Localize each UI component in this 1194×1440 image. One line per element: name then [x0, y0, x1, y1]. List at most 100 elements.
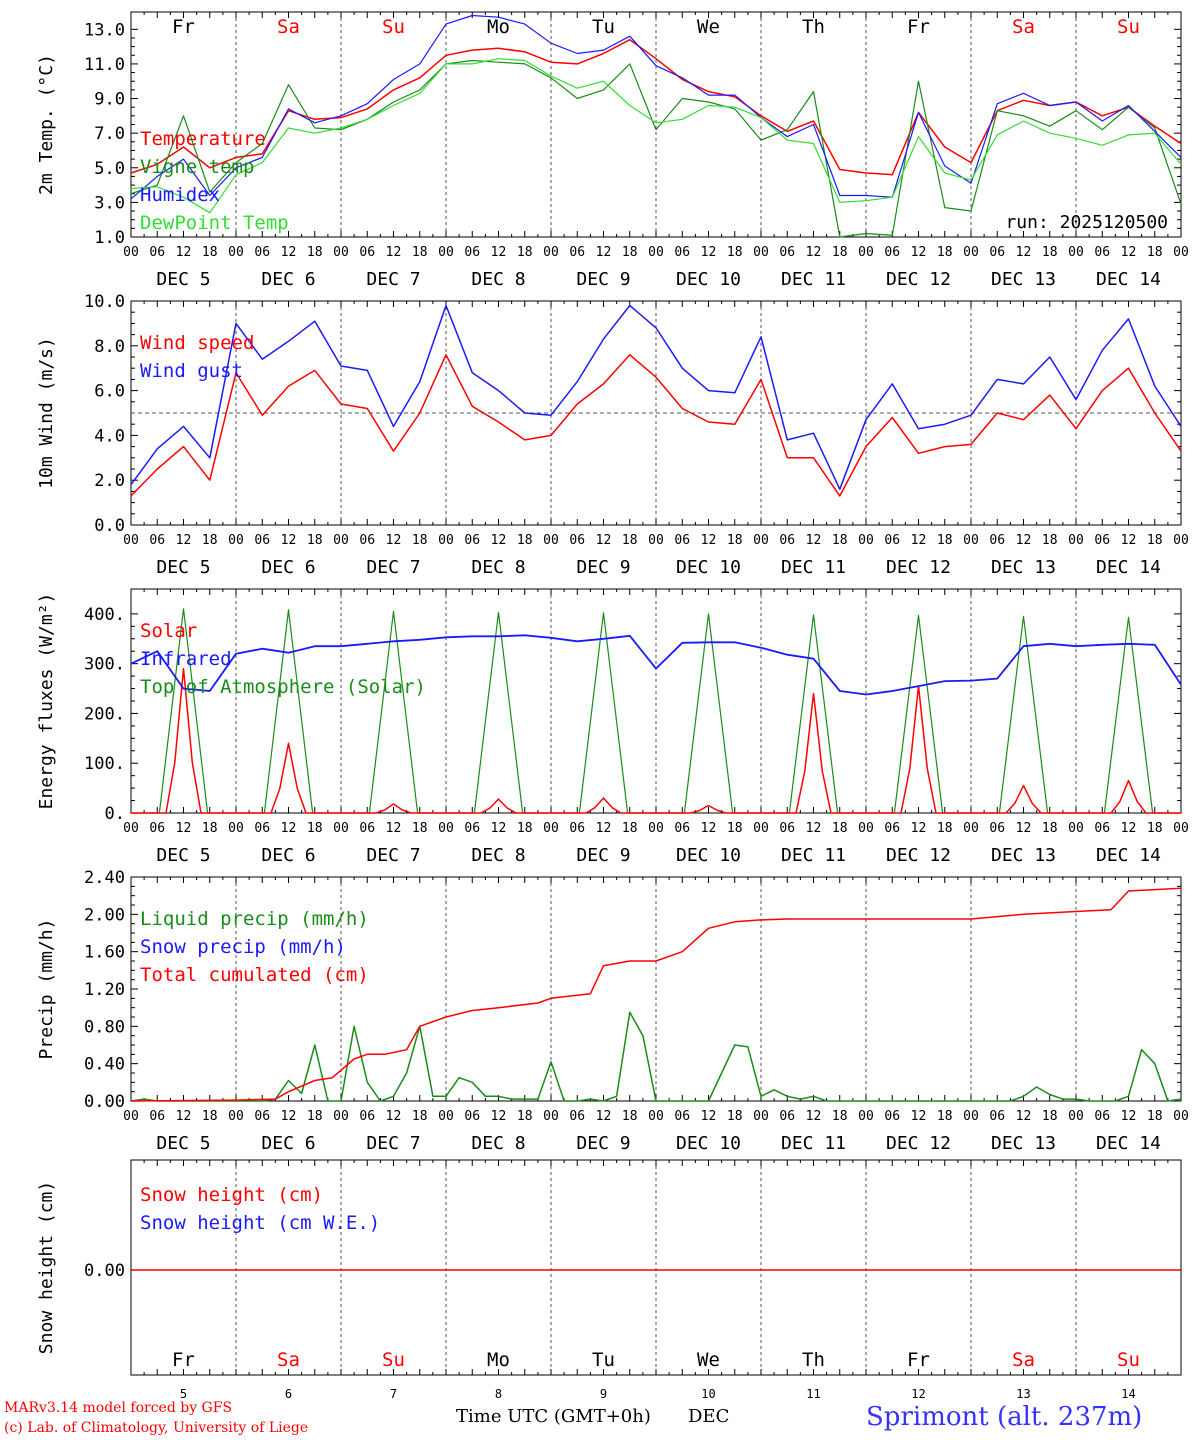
y-tick-label: 10.0: [84, 292, 125, 312]
hour-tick-label: 00: [1173, 245, 1189, 260]
hour-tick-label: 06: [674, 821, 690, 836]
hour-tick-label: 06: [1094, 245, 1110, 260]
date-label: DEC 11: [781, 269, 846, 290]
hour-tick-label: 18: [412, 533, 428, 548]
hour-tick-label: 06: [884, 533, 900, 548]
hour-tick-label: 18: [832, 533, 848, 548]
panel-snow: 0.00 Snow height (cm) Snow height (cm) Snow…: [36, 1159, 1182, 1401]
legend-infrared: Infrared: [140, 648, 232, 670]
hour-tick-label: 18: [202, 821, 218, 836]
hour-tick-label: 06: [464, 821, 480, 836]
hour-tick-label: 00: [438, 245, 454, 260]
hour-tick-label: 00: [963, 245, 979, 260]
hour-tick-label: 12: [176, 821, 192, 836]
hour-tick-label: 00: [858, 245, 874, 260]
day-number: 13: [1016, 1387, 1030, 1401]
date-label: DEC 11: [781, 1133, 846, 1154]
series-toa-solar-day: [1076, 616, 1181, 814]
hour-tick-label: 12: [1121, 1109, 1137, 1124]
hour-tick-label: 06: [149, 1109, 165, 1124]
hour-tick-label: 12: [911, 533, 927, 548]
date-label: DEC 10: [676, 845, 741, 866]
y-tick-label: 9.0: [94, 90, 125, 110]
y-tick-label: 0.80: [84, 1017, 125, 1037]
day-name: Su: [382, 16, 405, 38]
hour-tick-label: 18: [202, 1109, 218, 1124]
date-label: DEC 6: [261, 557, 315, 578]
day-name-bottom: Su: [382, 1349, 405, 1371]
hour-tick-label: 18: [412, 821, 428, 836]
date-label: DEC 14: [1096, 269, 1161, 290]
hour-tick-label: 18: [832, 1109, 848, 1124]
y-tick-label: 100.: [84, 754, 125, 774]
legend-wind-speed: Wind speed: [140, 332, 254, 354]
hour-tick-label: 06: [674, 533, 690, 548]
hour-tick-label: 18: [832, 821, 848, 836]
y-tick-label: 0.00: [84, 1092, 125, 1112]
y-tick-label: 11.0: [84, 55, 125, 75]
day-name: Fr: [907, 16, 930, 38]
day-number: 7: [390, 1387, 397, 1401]
hour-tick-label: 18: [1147, 245, 1163, 260]
date-label: DEC 13: [991, 1133, 1056, 1154]
legend-dewpoint-temp: DewPoint Temp: [140, 212, 289, 234]
y-axis-label: 10m Wind (m/s): [36, 337, 57, 489]
hour-tick-label: 00: [1068, 245, 1084, 260]
series-solar-day: [446, 798, 551, 814]
series-solar-day: [761, 692, 866, 814]
legend-snow-precip-mm-h-: Snow precip (mm/h): [140, 936, 346, 958]
hour-tick-label: 00: [438, 1109, 454, 1124]
hour-tick-label: 06: [569, 1109, 585, 1124]
day-name: Mo: [487, 16, 510, 38]
hour-tick-label: 00: [228, 821, 244, 836]
hour-tick-label: 06: [569, 821, 585, 836]
hour-tick-label: 18: [307, 1109, 323, 1124]
hour-tick-label: 00: [858, 533, 874, 548]
hour-tick-label: 06: [359, 245, 375, 260]
date-label: DEC 12: [886, 557, 951, 578]
hour-tick-label: 00: [123, 821, 139, 836]
date-label: DEC 9: [576, 557, 630, 578]
hour-tick-label: 18: [727, 1109, 743, 1124]
series-toa-solar-day: [551, 612, 656, 814]
date-label: DEC 5: [156, 1133, 210, 1154]
series-wind-speed: [130, 354, 1182, 497]
hour-tick-label: 06: [149, 821, 165, 836]
hour-tick-label: 12: [281, 1109, 297, 1124]
hour-tick-label: 12: [176, 1109, 192, 1124]
time-axis-label: Time UTC (GMT+0h): [456, 1406, 651, 1427]
hour-tick-label: 00: [543, 1109, 559, 1124]
y-tick-label: 8.0: [94, 337, 125, 357]
day-number: 5: [180, 1387, 187, 1401]
date-label: DEC 8: [471, 845, 525, 866]
hour-tick-label: 18: [622, 245, 638, 260]
hour-tick-label: 00: [333, 821, 349, 836]
hour-tick-label: 12: [911, 1109, 927, 1124]
hour-tick-label: 06: [149, 533, 165, 548]
series-total-cumulated-cm-: [130, 887, 1182, 1102]
hour-tick-label: 12: [596, 1109, 612, 1124]
hour-tick-label: 12: [806, 1109, 822, 1124]
legend-solar: Solar: [140, 620, 197, 642]
series-dewpoint-temp: [130, 58, 1182, 214]
hour-tick-label: 18: [727, 533, 743, 548]
date-label: DEC 9: [576, 845, 630, 866]
series-liquid-precip-mm-h-: [130, 1011, 1182, 1102]
hour-tick-label: 12: [806, 821, 822, 836]
hour-tick-label: 18: [307, 533, 323, 548]
series-toa-solar-day: [866, 614, 971, 814]
run-annotation: run: 2025120500: [1005, 212, 1168, 233]
hour-tick-label: 06: [359, 533, 375, 548]
legend-humidex: Humidex: [140, 184, 220, 206]
hour-tick-label: 12: [1121, 821, 1137, 836]
panel-temp: 1.0 3.0 5.0 7.0 9.0 11.0 13.0 2m Temp. (°C) 00 06…: [36, 11, 1189, 290]
legend-liquid-precip-mm-h-: Liquid precip (mm/h): [140, 908, 369, 930]
hour-tick-label: 18: [622, 1109, 638, 1124]
hour-tick-label: 06: [464, 533, 480, 548]
y-tick-label: 200.: [84, 704, 125, 724]
series-solar-day: [236, 742, 341, 814]
hour-tick-label: 12: [386, 1109, 402, 1124]
plot-frame: [130, 588, 1182, 814]
day-name: Fr: [172, 16, 195, 38]
hour-tick-label: 18: [517, 245, 533, 260]
